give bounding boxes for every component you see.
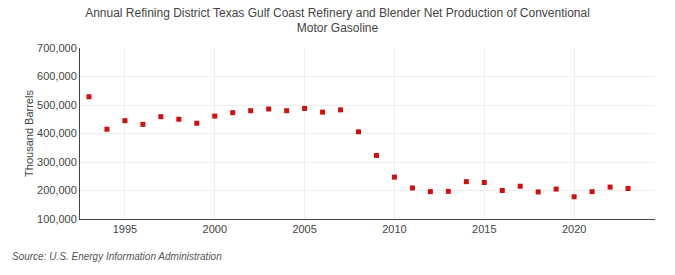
svg-text:2000: 2000 <box>203 223 227 235</box>
svg-text:Source: U.S. Energy Informatio: Source: U.S. Energy Information Administ… <box>12 251 222 262</box>
svg-text:2015: 2015 <box>472 223 496 235</box>
svg-text:2010: 2010 <box>382 223 406 235</box>
svg-text:300,000: 300,000 <box>37 156 77 168</box>
svg-text:1995: 1995 <box>113 223 137 235</box>
svg-text:Annual Refining District Texas: Annual Refining District Texas Gulf Coas… <box>85 6 590 36</box>
svg-text:400,000: 400,000 <box>37 127 77 139</box>
svg-text:200,000: 200,000 <box>37 184 77 196</box>
svg-text:Thousand Barrels: Thousand Barrels <box>23 90 35 177</box>
svg-text:2020: 2020 <box>562 223 586 235</box>
svg-text:2005: 2005 <box>292 223 316 235</box>
svg-text:100,000: 100,000 <box>37 213 77 225</box>
svg-text:500,000: 500,000 <box>37 99 77 111</box>
svg-text:600,000: 600,000 <box>37 70 77 82</box>
svg-text:700,000: 700,000 <box>37 42 77 54</box>
